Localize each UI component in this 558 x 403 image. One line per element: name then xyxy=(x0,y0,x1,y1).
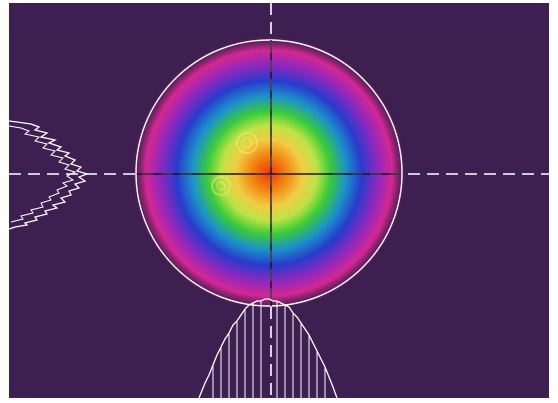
beam-profile-viewport xyxy=(9,3,549,398)
crosshair-icon xyxy=(9,3,549,398)
vertical-profile-trace-2 xyxy=(9,125,77,223)
horizontal-profile-trace xyxy=(198,298,338,398)
vertical-profile-trace xyxy=(9,120,90,230)
aperture-circle-icon xyxy=(135,39,403,307)
beam-grain-overlay xyxy=(131,35,407,311)
horizontal-profile-bars xyxy=(212,301,326,398)
beam-image xyxy=(9,3,549,398)
interference-artifacts xyxy=(211,132,258,196)
